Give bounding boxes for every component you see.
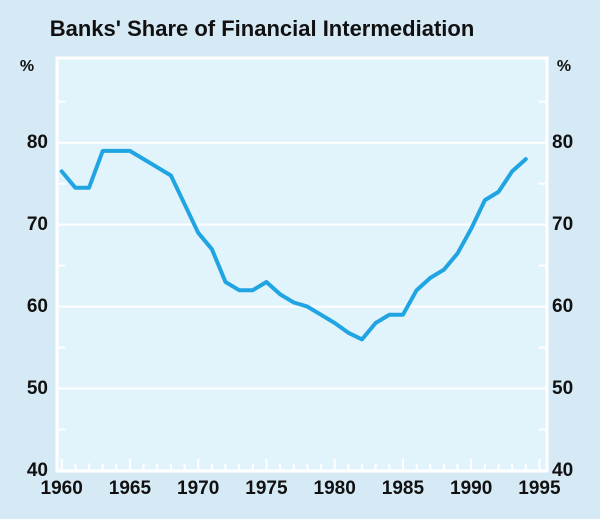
y-axis-label-right-40: 40 [552, 459, 574, 481]
y-axis-label-right-80: 80 [552, 131, 574, 153]
x-axis-label-1975: 1975 [245, 478, 288, 499]
x-axis-label-1970: 1970 [177, 478, 220, 499]
chart-title: Banks' Share of Financial Intermediation [49, 16, 475, 41]
plot-area [55, 56, 549, 473]
x-axis-label-1990: 1990 [450, 478, 493, 499]
y-axis-label-right-70: 70 [552, 213, 574, 235]
x-axis-label-1980: 1980 [313, 478, 356, 499]
data-line-banks-share [59, 148, 528, 342]
y-axis-label-left-50: 50 [26, 377, 48, 399]
right-percent-unit-label: % [556, 58, 572, 75]
y-axis-label-left-40: 40 [26, 459, 48, 481]
x-axis-label-1960: 1960 [40, 478, 83, 499]
x-axis-label-1985: 1985 [381, 478, 425, 499]
y-axis-label-right-60: 60 [552, 295, 574, 317]
x-axis-label-1995: 1995 [518, 478, 561, 499]
y-axis-label-right-50: 50 [552, 377, 574, 399]
y-axis-label-left-60: 60 [26, 295, 48, 317]
y-axis-label-left-70: 70 [26, 213, 48, 235]
y-axis-label-left-80: 80 [26, 131, 48, 153]
left-percent-unit-label: % [19, 58, 35, 75]
x-axis-label-1965: 1965 [108, 478, 152, 499]
